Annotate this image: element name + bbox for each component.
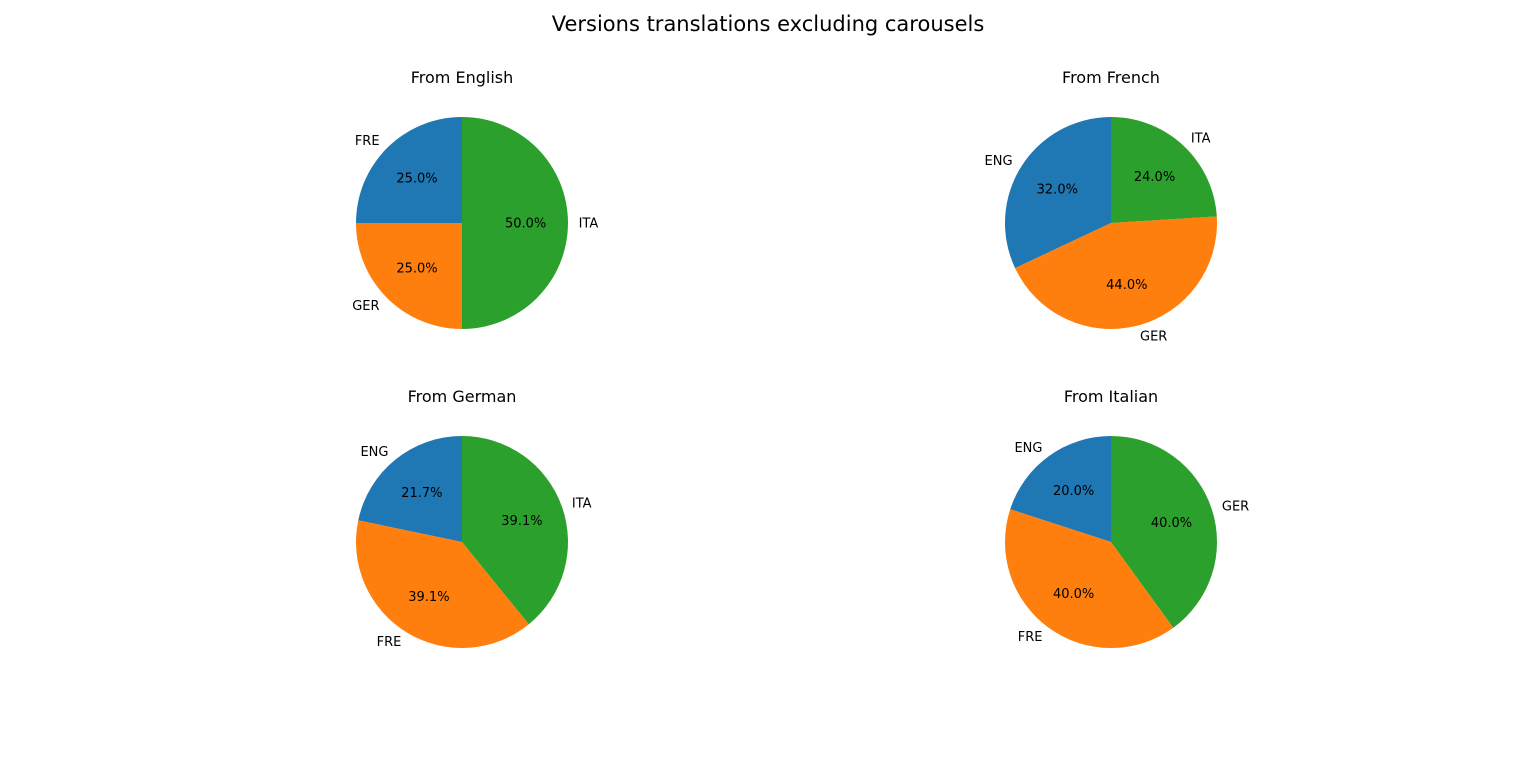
pie-slice-fre: [356, 117, 462, 223]
slice-label-eng: ENG: [1014, 441, 1042, 456]
slice-percent-fre: 25.0%: [396, 172, 437, 187]
slice-percent-eng: 20.0%: [1053, 484, 1094, 499]
pie-slice-ger: [1015, 216, 1217, 329]
chart-title: From French: [1062, 68, 1160, 87]
pie-chart-from-italian: From Italian ENG 20.0% FRE 40.0% GER 40.0%: [1004, 387, 1249, 649]
chart-title: From Italian: [1064, 387, 1158, 406]
slice-label-fre: FRE: [355, 134, 380, 149]
slice-label-fre: FRE: [1018, 630, 1043, 645]
pie-slice-ger: [356, 223, 462, 329]
slice-percent-eng: 21.7%: [401, 486, 442, 501]
slice-percent-ita: 24.0%: [1134, 170, 1175, 185]
chart-title: From English: [411, 68, 514, 87]
pie-slice-fre: [1004, 509, 1174, 649]
pie-chart-from-english: From English FRE 25.0% GER 25.0% ITA 50.0%: [352, 68, 598, 329]
slice-label-eng: ENG: [985, 154, 1013, 169]
pie-slice-ger: [1111, 435, 1218, 628]
slice-percent-eng: 32.0%: [1037, 182, 1078, 197]
pie-chart-from-french: From French ENG 32.0% GER 44.0% ITA 24.0%: [985, 68, 1217, 344]
slice-label-ger: GER: [352, 299, 379, 314]
slice-label-ita: ITA: [572, 496, 592, 511]
pie-slice-eng: [1005, 117, 1111, 269]
slice-percent-ita: 39.1%: [501, 514, 542, 529]
slice-label-ita: ITA: [579, 217, 599, 232]
slice-label-fre: FRE: [377, 635, 402, 650]
figure-title: Versions translations excluding carousel…: [552, 12, 985, 36]
slice-percent-ita: 50.0%: [505, 217, 546, 232]
slice-label-ita: ITA: [1191, 132, 1211, 147]
pie-labels: FRE 25.0% GER 25.0% ITA 50.0%: [352, 134, 598, 314]
pie-slice-eng: [1010, 436, 1111, 542]
chart-title: From German: [408, 387, 517, 406]
slice-percent-ger: 40.0%: [1151, 516, 1192, 531]
pie-labels: ENG 32.0% GER 44.0% ITA 24.0%: [985, 132, 1211, 345]
pie-slice-ita: [462, 117, 568, 329]
slice-label-ger: GER: [1140, 329, 1167, 344]
pie-slice-ita: [1111, 117, 1217, 223]
pie-slices: [356, 117, 568, 329]
pie-slice-eng: [358, 436, 462, 542]
pie-slice-ita: [462, 436, 568, 625]
pie-chart-from-german: From German ENG 21.7% FRE 39.1% ITA 39.1%: [355, 387, 592, 650]
pie-slices: [1004, 435, 1218, 649]
slice-percent-ger: 25.0%: [396, 261, 437, 276]
slice-percent-fre: 39.1%: [408, 590, 449, 605]
slice-percent-ger: 44.0%: [1106, 278, 1147, 293]
pie-labels: ENG 20.0% FRE 40.0% GER 40.0%: [1014, 441, 1249, 645]
pie-labels: ENG 21.7% FRE 39.1% ITA 39.1%: [360, 445, 591, 650]
slice-percent-fre: 40.0%: [1053, 587, 1094, 602]
pie-slices: [1005, 117, 1217, 329]
pie-slice-fre: [355, 520, 529, 648]
slice-label-ger: GER: [1222, 499, 1249, 514]
pie-slices: [355, 436, 568, 648]
slice-label-eng: ENG: [360, 445, 388, 460]
